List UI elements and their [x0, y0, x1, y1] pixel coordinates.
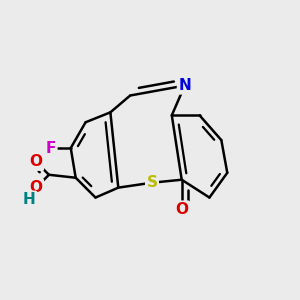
- Text: O: O: [175, 202, 188, 217]
- Text: S: S: [146, 175, 158, 190]
- Text: O: O: [30, 154, 43, 169]
- Text: H: H: [23, 192, 35, 207]
- Text: F: F: [46, 140, 56, 155]
- Text: O: O: [30, 180, 43, 195]
- Text: N: N: [178, 78, 191, 93]
